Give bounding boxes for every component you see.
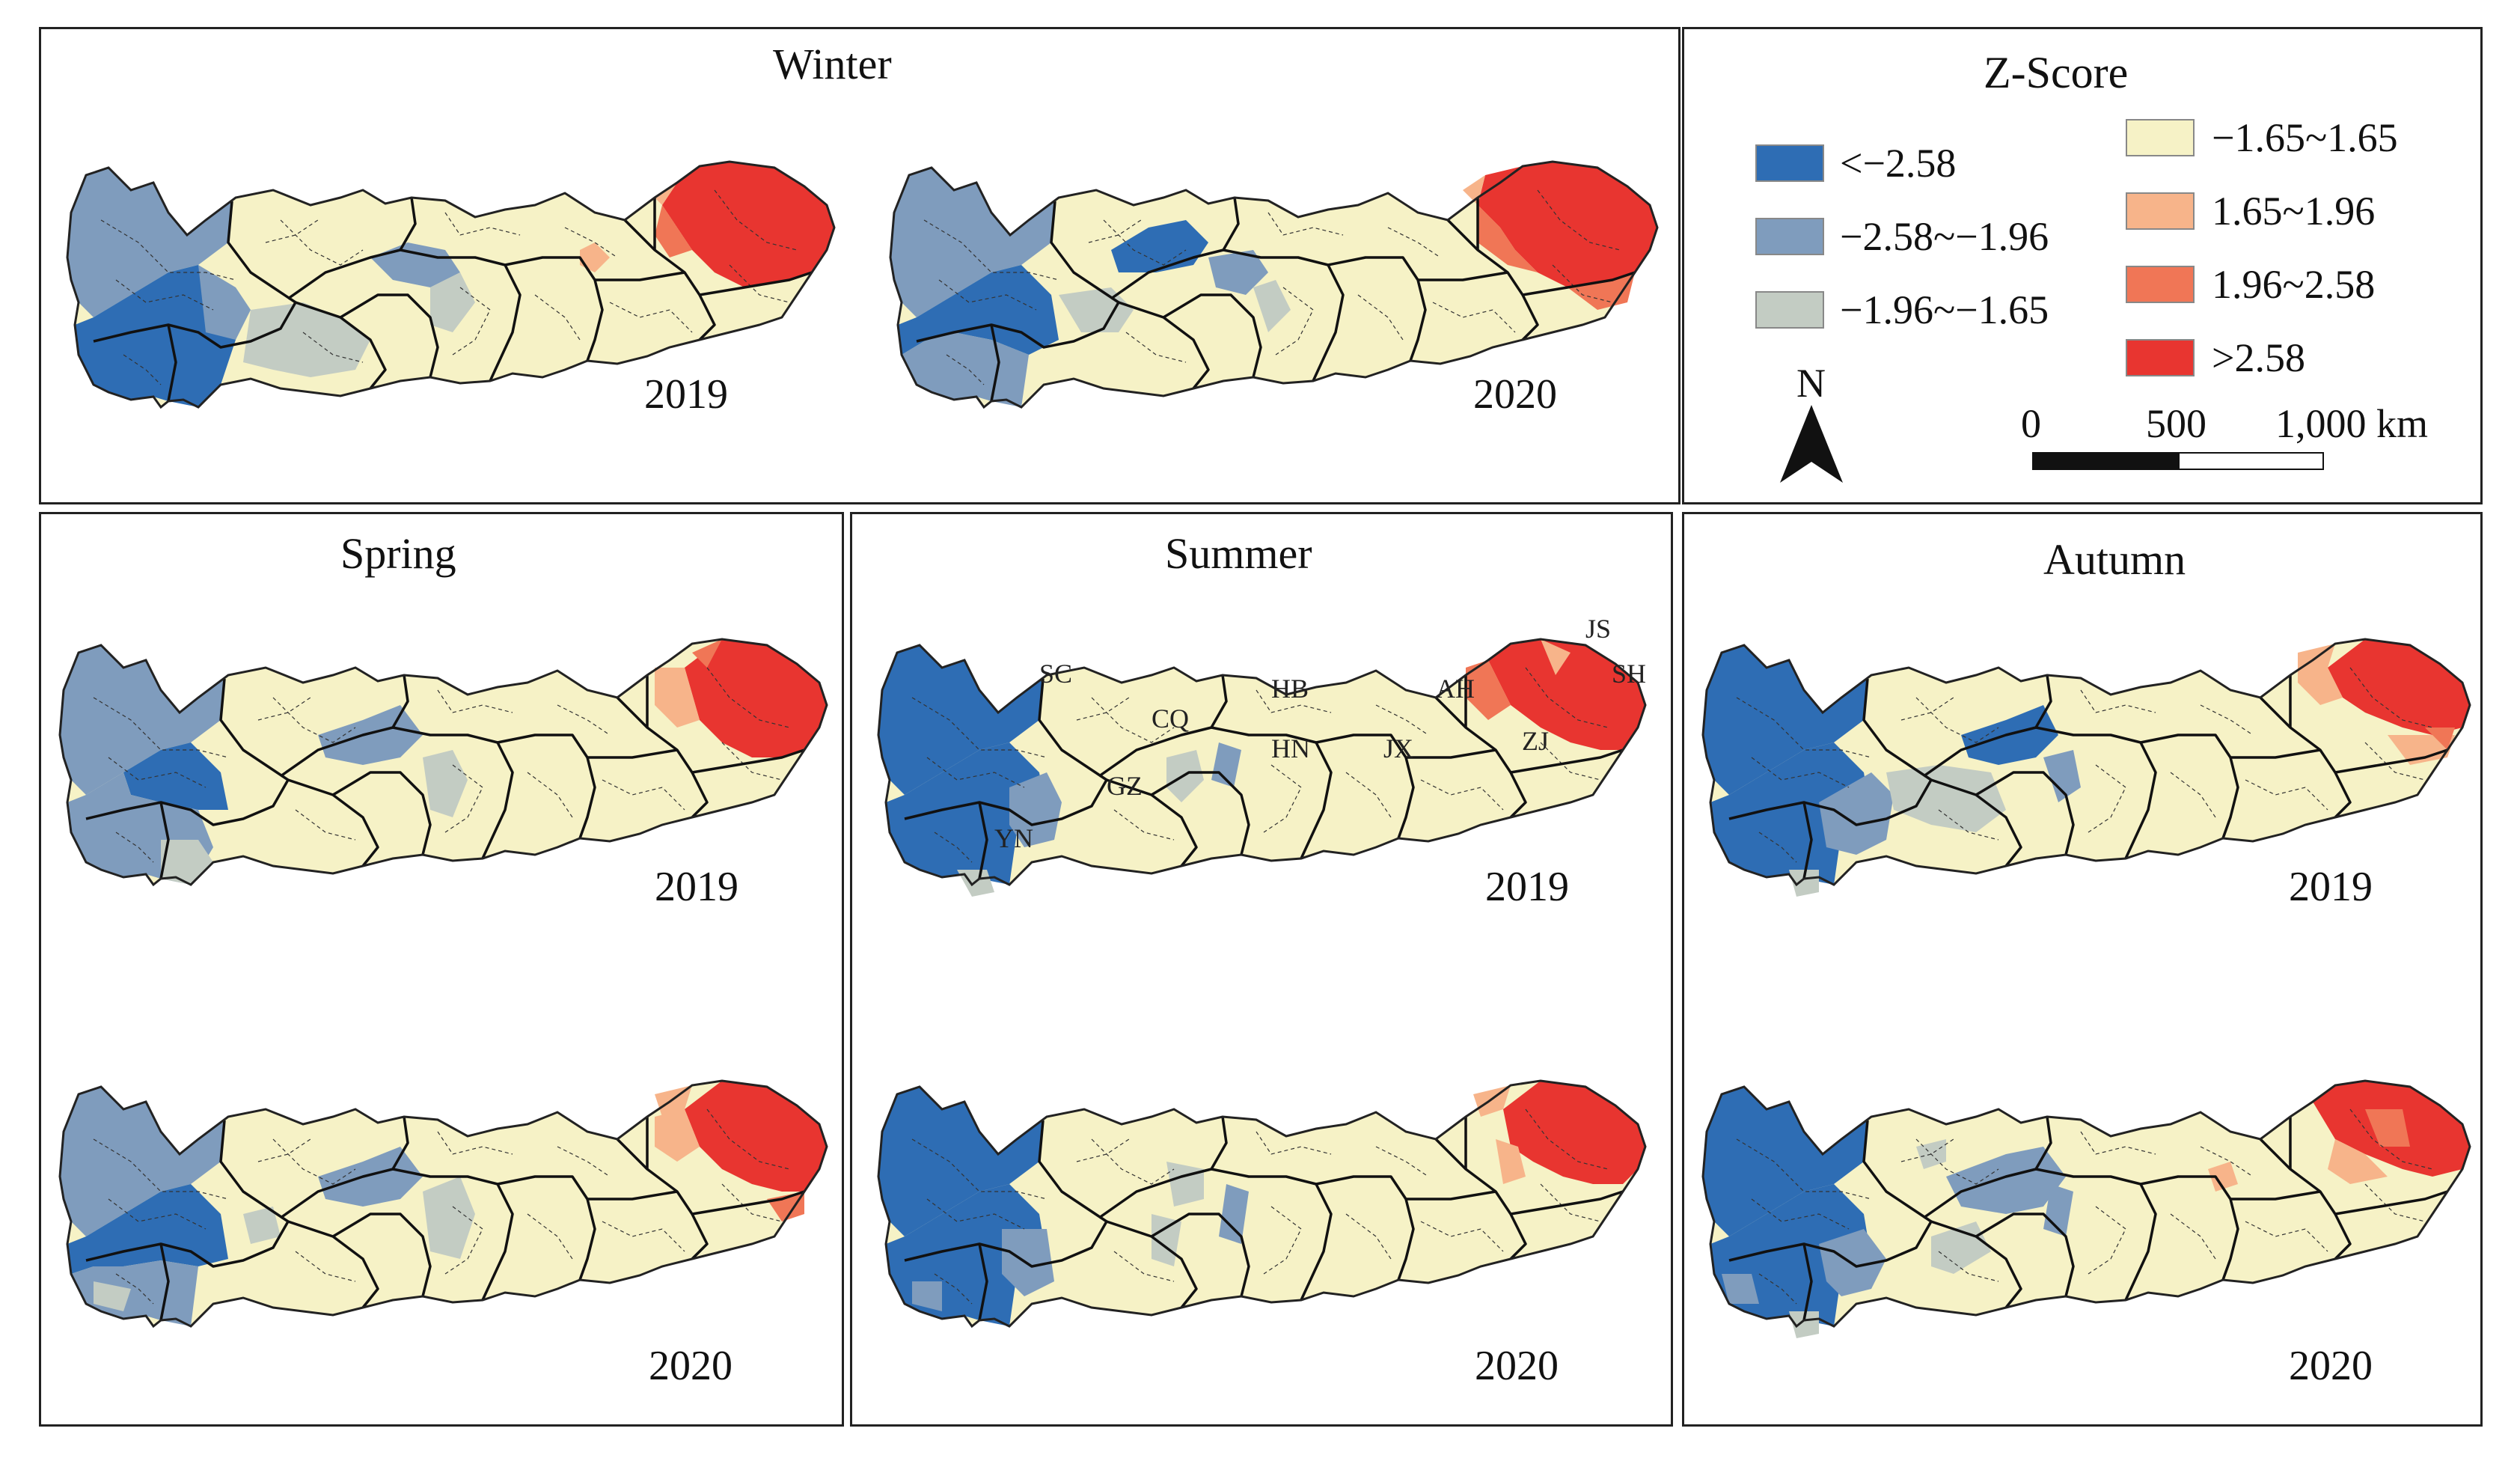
legend-label-5: 1.96~2.58 — [2212, 262, 2376, 307]
label-gz: GZ — [1107, 771, 1143, 801]
autumn-2019-map — [1701, 638, 2471, 897]
scale-tick-2: 1,000 km — [2275, 401, 2429, 446]
summer-2019-map: SC CQ HB AH JS SH HN JX ZJ GZ YN — [877, 614, 1647, 897]
label-zj: ZJ — [1522, 726, 1549, 756]
summer-year-2019: 2019 — [1485, 864, 1569, 910]
spring-year-2019: 2019 — [655, 864, 738, 910]
label-yn: YN — [994, 823, 1033, 853]
label-jx: JX — [1383, 733, 1413, 763]
scale-bar-black — [2032, 452, 2178, 470]
autumn-title: Autumn — [2043, 535, 2186, 584]
winter-panel: Winter 2019 2020 — [39, 27, 1680, 504]
legend-label-4: 1.65~1.96 — [2212, 189, 2376, 234]
winter-year-2020: 2020 — [1473, 371, 1557, 418]
summer-panel: Summer SC CQ HB AH JS SH HN JX ZJ GZ YN … — [850, 512, 1673, 1427]
winter-2020-map — [889, 160, 1659, 409]
spring-2019-map — [58, 638, 828, 886]
legend-swatch-1 — [1755, 218, 1824, 255]
autumn-year-2019: 2019 — [2289, 864, 2373, 910]
legend-swatch-3 — [2126, 119, 2195, 156]
label-js: JS — [1585, 614, 1611, 644]
north-label: N — [1796, 361, 1826, 406]
spring-title: Spring — [340, 529, 456, 578]
legend-label-1: −2.58~−1.96 — [1840, 214, 2049, 259]
autumn-panel: Autumn 2019 2020 — [1682, 512, 2483, 1427]
summer-year-2020: 2020 — [1475, 1343, 1559, 1389]
summer-title: Summer — [1165, 529, 1312, 578]
spring-panel: Spring 2019 2020 — [39, 512, 844, 1427]
label-sc: SC — [1039, 659, 1072, 689]
scale-tick-0: 0 — [2021, 401, 2041, 446]
winter-2019-map — [66, 160, 836, 409]
autumn-2020-map — [1701, 1079, 2471, 1338]
legend-label-2: −1.96~−1.65 — [1840, 287, 2049, 332]
legend-title: Z-Score — [1984, 48, 2129, 97]
legend-swatch-0 — [1755, 144, 1824, 182]
summer-2020-map — [877, 1079, 1647, 1328]
north-arrow-icon — [1780, 405, 1843, 483]
spring-year-2020: 2020 — [649, 1343, 733, 1389]
winter-year-2019: 2019 — [644, 371, 728, 418]
label-hb: HB — [1271, 674, 1309, 704]
label-hn: HN — [1271, 733, 1310, 763]
autumn-year-2020: 2020 — [2289, 1343, 2373, 1389]
winter-title: Winter — [773, 40, 892, 88]
label-cq: CQ — [1152, 704, 1189, 733]
legend-swatch-6 — [2126, 339, 2195, 376]
scale-tick-1: 500 — [2146, 401, 2206, 446]
legend-label-0: <−2.58 — [1840, 141, 1957, 186]
legend-panel: Z-Score <−2.58 −2.58~−1.96 −1.96~−1.65 −… — [1682, 27, 2483, 504]
legend-label-3: −1.65~1.65 — [2212, 115, 2398, 160]
legend-swatch-5 — [2126, 266, 2195, 303]
label-sh: SH — [1612, 659, 1646, 689]
legend-swatch-2 — [1755, 291, 1824, 329]
label-ah: AH — [1436, 674, 1475, 704]
legend-label-6: >2.58 — [2212, 335, 2305, 380]
legend-swatch-4 — [2126, 192, 2195, 230]
scale-bar-white — [2178, 452, 2324, 470]
spring-2020-map — [58, 1079, 828, 1328]
